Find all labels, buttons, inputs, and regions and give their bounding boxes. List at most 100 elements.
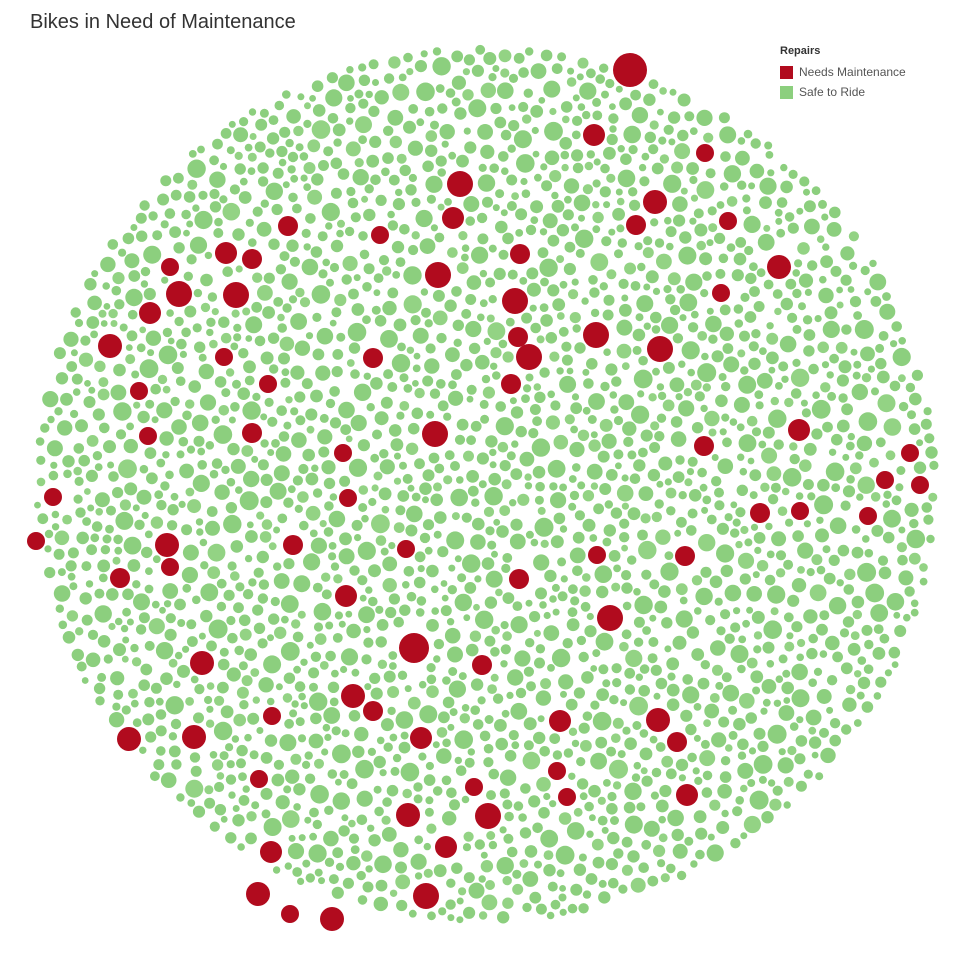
bubble-safe-to-ride[interactable]: [175, 376, 186, 387]
bubble-safe-to-ride[interactable]: [747, 457, 755, 465]
bubble-safe-to-ride[interactable]: [488, 840, 498, 850]
bubble-needs-maintenance[interactable]: [465, 778, 483, 796]
bubble-safe-to-ride[interactable]: [908, 423, 921, 435]
bubble-safe-to-ride[interactable]: [199, 538, 208, 547]
bubble-safe-to-ride[interactable]: [490, 362, 498, 370]
bubble-safe-to-ride[interactable]: [882, 500, 891, 508]
bubble-safe-to-ride[interactable]: [620, 699, 628, 707]
bubble-safe-to-ride[interactable]: [556, 869, 565, 878]
bubble-safe-to-ride[interactable]: [294, 504, 303, 513]
bubble-safe-to-ride[interactable]: [220, 127, 232, 139]
bubble-safe-to-ride[interactable]: [589, 814, 596, 822]
bubble-safe-to-ride[interactable]: [675, 758, 689, 772]
bubble-safe-to-ride[interactable]: [432, 47, 442, 56]
bubble-safe-to-ride[interactable]: [644, 131, 656, 143]
bubble-safe-to-ride[interactable]: [85, 580, 94, 588]
bubble-safe-to-ride[interactable]: [381, 815, 391, 825]
bubble-safe-to-ride[interactable]: [466, 435, 476, 446]
bubble-safe-to-ride[interactable]: [521, 394, 530, 403]
bubble-safe-to-ride[interactable]: [358, 74, 371, 87]
bubble-safe-to-ride[interactable]: [526, 282, 541, 297]
bubble-safe-to-ride[interactable]: [483, 52, 497, 65]
bubble-safe-to-ride[interactable]: [389, 889, 398, 897]
bubble-safe-to-ride[interactable]: [675, 610, 693, 628]
bubble-safe-to-ride[interactable]: [126, 330, 138, 342]
bubble-safe-to-ride[interactable]: [531, 438, 551, 457]
bubble-safe-to-ride[interactable]: [588, 275, 598, 285]
bubble-safe-to-ride[interactable]: [373, 289, 381, 297]
bubble-safe-to-ride[interactable]: [679, 314, 687, 322]
bubble-safe-to-ride[interactable]: [186, 220, 194, 228]
bubble-safe-to-ride[interactable]: [664, 216, 672, 225]
bubble-safe-to-ride[interactable]: [691, 648, 705, 661]
bubble-safe-to-ride[interactable]: [568, 289, 579, 300]
bubble-safe-to-ride[interactable]: [764, 141, 773, 150]
bubble-safe-to-ride[interactable]: [113, 689, 124, 700]
bubble-safe-to-ride[interactable]: [774, 208, 783, 217]
bubble-safe-to-ride[interactable]: [506, 174, 518, 186]
bubble-safe-to-ride[interactable]: [630, 281, 641, 291]
bubble-safe-to-ride[interactable]: [828, 554, 840, 567]
bubble-safe-to-ride[interactable]: [271, 203, 283, 216]
bubble-safe-to-ride[interactable]: [697, 331, 708, 341]
bubble-safe-to-ride[interactable]: [193, 288, 203, 298]
bubble-safe-to-ride[interactable]: [233, 333, 242, 342]
bubble-safe-to-ride[interactable]: [76, 661, 87, 672]
bubble-safe-to-ride[interactable]: [200, 561, 209, 570]
bubble-safe-to-ride[interactable]: [762, 641, 775, 654]
bubble-safe-to-ride[interactable]: [317, 429, 333, 445]
bubble-safe-to-ride[interactable]: [220, 705, 234, 719]
bubble-safe-to-ride[interactable]: [453, 338, 462, 347]
bubble-safe-to-ride[interactable]: [321, 589, 332, 600]
bubble-safe-to-ride[interactable]: [332, 633, 343, 643]
bubble-safe-to-ride[interactable]: [411, 197, 421, 207]
bubble-safe-to-ride[interactable]: [424, 358, 440, 374]
bubble-safe-to-ride[interactable]: [543, 792, 551, 801]
bubble-safe-to-ride[interactable]: [500, 209, 508, 217]
bubble-safe-to-ride[interactable]: [103, 440, 116, 454]
bubble-safe-to-ride[interactable]: [840, 246, 855, 261]
bubble-safe-to-ride[interactable]: [602, 309, 614, 321]
bubble-safe-to-ride[interactable]: [786, 632, 794, 640]
bubble-safe-to-ride[interactable]: [390, 766, 400, 776]
bubble-safe-to-ride[interactable]: [567, 903, 578, 914]
bubble-safe-to-ride[interactable]: [582, 573, 591, 582]
bubble-safe-to-ride[interactable]: [530, 322, 541, 334]
bubble-safe-to-ride[interactable]: [155, 725, 167, 737]
bubble-safe-to-ride[interactable]: [353, 383, 372, 401]
bubble-safe-to-ride[interactable]: [425, 343, 436, 354]
bubble-safe-to-ride[interactable]: [225, 832, 237, 844]
bubble-safe-to-ride[interactable]: [244, 648, 257, 661]
bubble-safe-to-ride[interactable]: [127, 309, 138, 320]
bubble-safe-to-ride[interactable]: [792, 358, 801, 367]
bubble-safe-to-ride[interactable]: [186, 619, 197, 630]
bubble-safe-to-ride[interactable]: [292, 867, 303, 877]
bubble-safe-to-ride[interactable]: [559, 483, 567, 492]
bubble-safe-to-ride[interactable]: [260, 199, 269, 208]
bubble-safe-to-ride[interactable]: [627, 507, 641, 521]
bubble-safe-to-ride[interactable]: [853, 360, 862, 369]
bubble-safe-to-ride[interactable]: [700, 289, 709, 298]
bubble-safe-to-ride[interactable]: [220, 332, 232, 344]
bubble-safe-to-ride[interactable]: [442, 676, 451, 685]
bubble-safe-to-ride[interactable]: [571, 393, 580, 401]
bubble-safe-to-ride[interactable]: [608, 228, 616, 236]
bubble-safe-to-ride[interactable]: [561, 354, 573, 366]
bubble-safe-to-ride[interactable]: [576, 778, 589, 790]
bubble-safe-to-ride[interactable]: [766, 550, 775, 559]
bubble-safe-to-ride[interactable]: [660, 873, 670, 883]
bubble-safe-to-ride[interactable]: [857, 476, 875, 494]
bubble-safe-to-ride[interactable]: [582, 110, 591, 120]
bubble-safe-to-ride[interactable]: [278, 352, 290, 365]
bubble-safe-to-ride[interactable]: [132, 504, 140, 512]
bubble-safe-to-ride[interactable]: [748, 357, 761, 370]
bubble-safe-to-ride[interactable]: [740, 366, 749, 375]
bubble-safe-to-ride[interactable]: [815, 772, 824, 781]
bubble-safe-to-ride[interactable]: [765, 151, 774, 159]
bubble-safe-to-ride[interactable]: [256, 550, 269, 564]
bubble-safe-to-ride[interactable]: [182, 645, 190, 653]
bubble-safe-to-ride[interactable]: [536, 335, 545, 344]
bubble-safe-to-ride[interactable]: [188, 380, 201, 393]
bubble-safe-to-ride[interactable]: [544, 569, 557, 583]
bubble-safe-to-ride[interactable]: [242, 401, 261, 420]
